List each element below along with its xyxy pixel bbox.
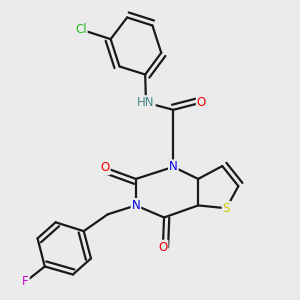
Text: O: O [158, 241, 167, 254]
Text: N: N [132, 199, 140, 212]
Text: O: O [100, 161, 109, 174]
Text: Cl: Cl [75, 23, 87, 36]
Text: O: O [197, 96, 206, 109]
Text: S: S [223, 202, 230, 215]
Text: HN: HN [137, 96, 155, 109]
Text: N: N [169, 160, 178, 173]
Text: F: F [22, 275, 29, 288]
